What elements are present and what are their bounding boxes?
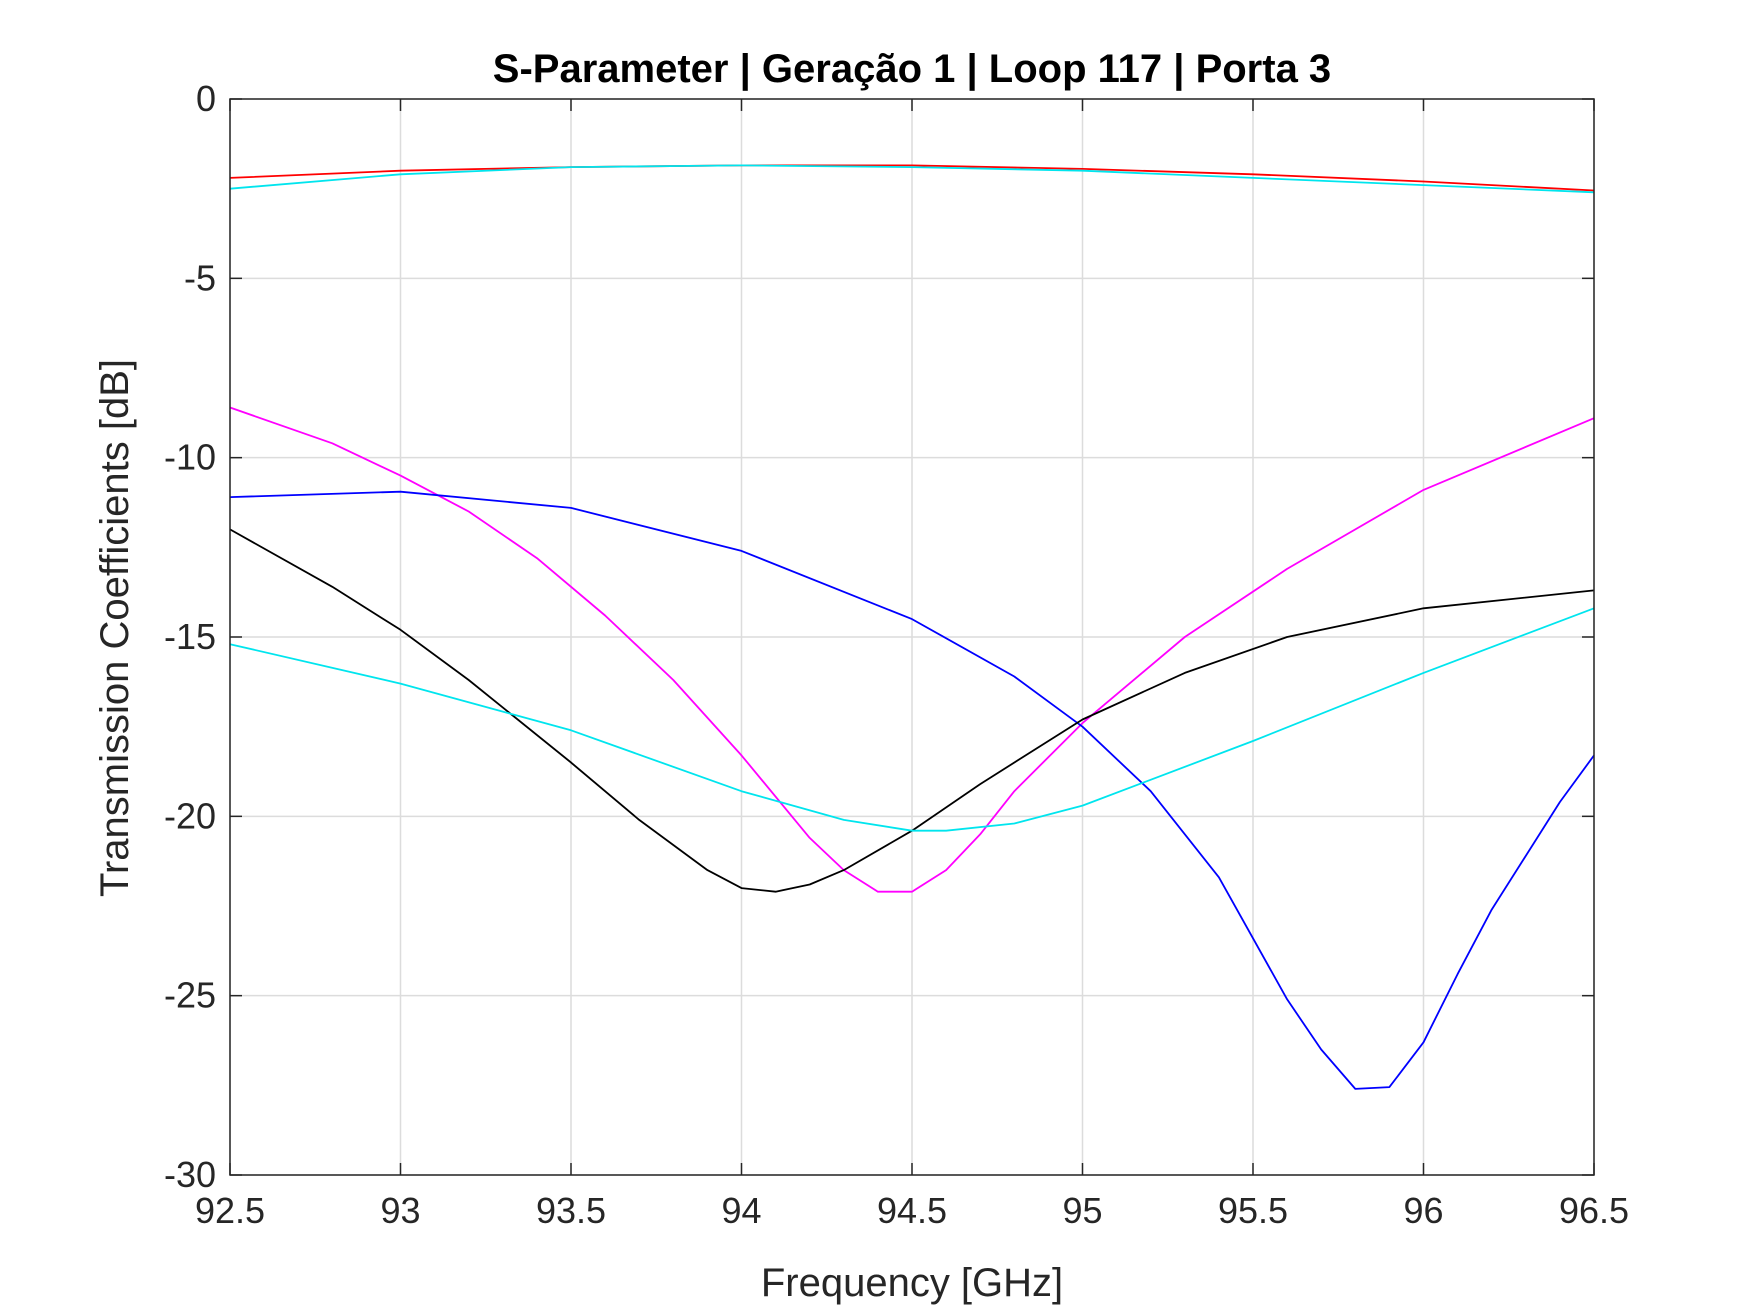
x-tick-label: 93 [380, 1190, 420, 1231]
x-tick-label: 92.5 [195, 1190, 265, 1231]
series-line-3 [229, 406, 1595, 893]
y-tick-label: 0 [196, 78, 216, 119]
series-line-4 [229, 490, 1595, 1090]
x-tick-label: 94.5 [877, 1190, 947, 1231]
y-tick-labels: 0 -5 -10 -15 -20 -25 -30 [164, 78, 216, 1195]
chart-title: S-Parameter | Geração 1 | Loop 117 | Por… [493, 47, 1331, 91]
y-tick-label: -5 [184, 257, 216, 298]
series-line-2 [229, 164, 1595, 194]
grid-lines [229, 98, 1595, 1176]
series-line-5 [229, 528, 1595, 893]
x-axis-label: Frequency [GHz] [761, 1261, 1063, 1305]
x-tick-labels: 92.5 93 93.5 94 94.5 95 95.5 96 96.5 [195, 1190, 1629, 1231]
series-line-1 [229, 164, 1595, 192]
y-axis-label: Transmission Coefficients [dB] [93, 359, 137, 897]
series-layer [229, 164, 1595, 1090]
x-tick-label: 94 [721, 1190, 761, 1231]
y-tick-label: -10 [164, 437, 216, 478]
series-line-6 [229, 607, 1595, 832]
x-tick-label: 96 [1403, 1190, 1443, 1231]
x-tick-label: 95 [1062, 1190, 1102, 1231]
x-tick-label: 95.5 [1218, 1190, 1288, 1231]
x-tick-label: 96.5 [1559, 1190, 1629, 1231]
y-tick-label: -15 [164, 616, 216, 657]
x-tick-label: 93.5 [536, 1190, 606, 1231]
y-tick-label: -25 [164, 975, 216, 1016]
tick-marks [229, 98, 1595, 1176]
y-tick-label: -30 [164, 1154, 216, 1195]
y-tick-label: -20 [164, 795, 216, 836]
